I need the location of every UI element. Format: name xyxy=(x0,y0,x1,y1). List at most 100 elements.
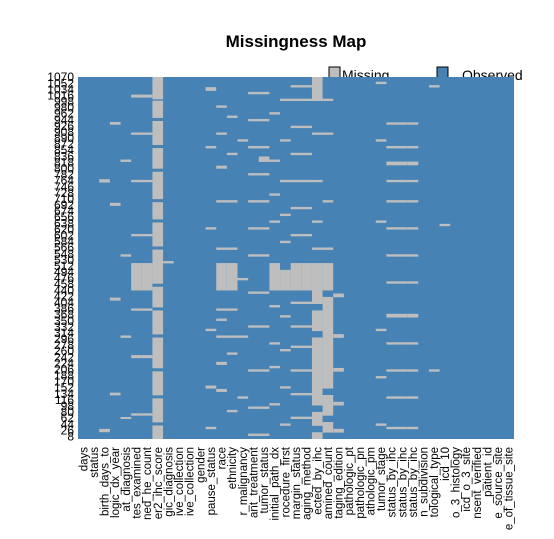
missing-cell xyxy=(248,92,259,94)
missing-cell xyxy=(269,263,280,290)
missing-cell xyxy=(216,263,227,290)
y-tick-label: 8 xyxy=(67,429,74,443)
missing-cell xyxy=(131,234,142,236)
missing-cell xyxy=(227,248,238,250)
missing-cell xyxy=(216,132,227,134)
missing-cell xyxy=(301,234,312,236)
missing-cell xyxy=(323,395,334,416)
missing-cell xyxy=(429,369,440,371)
missing-cell xyxy=(429,85,440,87)
missing-cell xyxy=(312,338,323,406)
missing-cell xyxy=(238,335,249,337)
missing-cell xyxy=(376,423,387,425)
missing-cell xyxy=(248,119,259,121)
missing-cell xyxy=(131,180,142,182)
missing-cell xyxy=(121,254,132,256)
missing-cell xyxy=(259,92,270,94)
missing-cell xyxy=(227,263,238,290)
missing-cell xyxy=(248,146,259,148)
missing-cell xyxy=(121,335,132,337)
missing-cell xyxy=(238,139,249,141)
missing-cell xyxy=(152,398,163,422)
missing-cell xyxy=(312,77,323,101)
missing-cell xyxy=(312,180,323,182)
missing-cell xyxy=(248,369,259,371)
missing-cell xyxy=(408,427,419,429)
missing-cell xyxy=(121,417,132,419)
missing-cell xyxy=(397,200,408,202)
missing-cell xyxy=(99,179,110,182)
missing-cell xyxy=(301,180,312,182)
missing-cell xyxy=(269,342,280,344)
missing-cell xyxy=(142,180,153,182)
missing-cell xyxy=(291,85,302,87)
missing-cell xyxy=(323,422,334,432)
missing-cell xyxy=(291,302,302,304)
missing-cell xyxy=(301,346,312,348)
missing-cell xyxy=(408,396,419,398)
missing-cell xyxy=(301,153,312,155)
missing-cell xyxy=(291,325,302,327)
missing-cell xyxy=(152,77,163,99)
missing-cell xyxy=(248,254,259,256)
missing-cell xyxy=(227,335,238,337)
missing-cell xyxy=(152,121,163,145)
missing-cell xyxy=(386,281,397,283)
missing-cell xyxy=(131,308,142,310)
missing-cell xyxy=(142,234,153,236)
missing-cell xyxy=(440,224,451,226)
missing-cell xyxy=(248,227,259,229)
missing-cell xyxy=(312,412,323,426)
missing-cell xyxy=(131,95,142,98)
missing-cell xyxy=(259,173,270,175)
missing-cell xyxy=(408,162,419,166)
missing-cell xyxy=(376,82,387,84)
missing-cell xyxy=(227,308,238,310)
missing-cell xyxy=(333,368,344,372)
missing-cell xyxy=(386,122,397,124)
missing-cell xyxy=(386,146,397,148)
missing-cell xyxy=(386,254,397,256)
missing-cell xyxy=(397,396,408,398)
missing-cell xyxy=(386,396,397,398)
missing-cell xyxy=(397,342,408,344)
missing-cell xyxy=(376,329,387,331)
missing-cell xyxy=(408,180,419,182)
missing-cell xyxy=(269,366,280,368)
legend-swatch-missing xyxy=(329,67,340,78)
missing-cell xyxy=(248,291,259,293)
missing-cell xyxy=(397,369,408,371)
missing-cell xyxy=(248,434,259,436)
missing-cell xyxy=(386,342,397,344)
missing-cell xyxy=(376,376,387,378)
missing-cell xyxy=(291,234,302,236)
missing-cell xyxy=(280,241,291,243)
missing-cell xyxy=(323,297,334,389)
missing-cell xyxy=(216,200,227,202)
missing-cell xyxy=(397,162,408,166)
missing-cell xyxy=(291,99,302,101)
missing-cell xyxy=(131,355,142,358)
missing-cell xyxy=(397,227,408,229)
missing-cell xyxy=(99,429,110,432)
missing-cell xyxy=(397,281,408,283)
missing-cell xyxy=(259,254,270,256)
missing-cell xyxy=(142,263,153,290)
missing-cell xyxy=(291,417,302,419)
missing-cell xyxy=(216,389,227,392)
missing-cell xyxy=(386,180,397,182)
legend-swatch-observed xyxy=(437,67,448,78)
missing-cell xyxy=(323,99,334,101)
missing-cell xyxy=(280,139,291,141)
x-axis-tick-labels: daysstatusbirth_days_tologic_dx_yearat_d… xyxy=(78,446,515,530)
missing-cell xyxy=(312,310,323,331)
missing-cell xyxy=(397,427,408,429)
missing-cell xyxy=(131,132,142,134)
missing-cell xyxy=(333,429,344,433)
missing-cell xyxy=(312,220,323,222)
missing-cell xyxy=(152,287,163,308)
missing-cell xyxy=(152,371,163,395)
missing-cell xyxy=(248,407,259,409)
missing-cell xyxy=(312,132,323,134)
